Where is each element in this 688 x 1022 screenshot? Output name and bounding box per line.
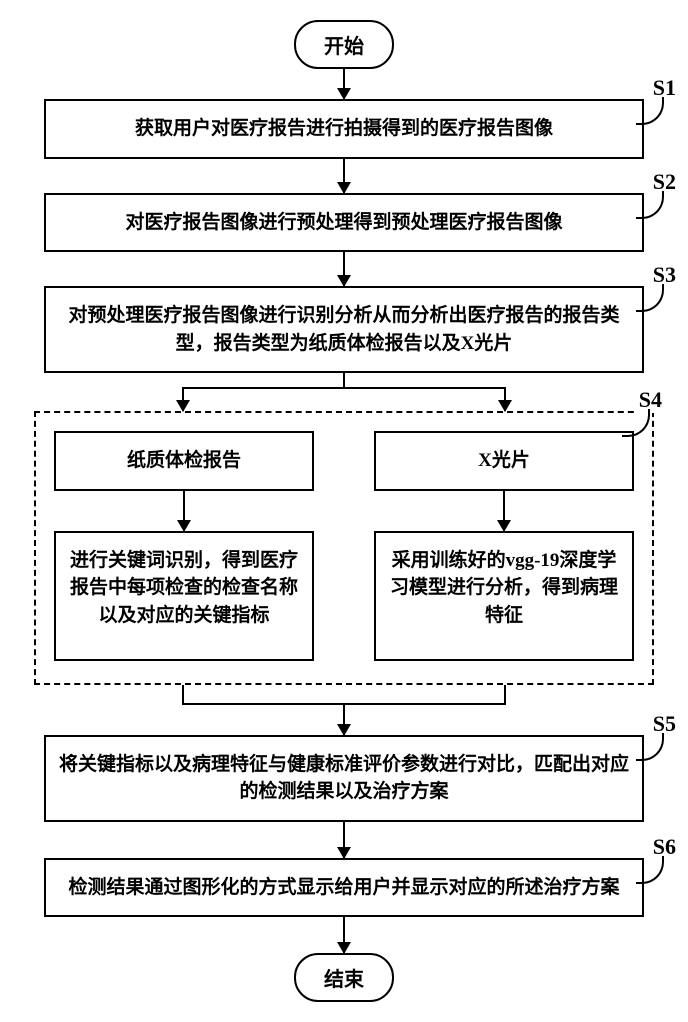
arrow: [182, 387, 184, 411]
arrow: [503, 491, 505, 531]
step-s1: 获取用户对医疗报告进行拍摄得到的医疗报告图像: [44, 99, 644, 159]
step-s3: 对预处理医疗报告图像进行识别分析从而分析出医疗报告的报告类型，报告类型为纸质体检…: [44, 286, 644, 373]
label-curve: [636, 191, 664, 219]
s4-right-body: 采用训练好的vgg-19深度学习模型进行分析，得到病理特征: [374, 531, 634, 661]
connector: [182, 685, 184, 703]
step-s6: 检测结果通过图形化的方式显示给用户并显示对应的所述治疗方案: [44, 858, 644, 918]
arrow: [183, 491, 185, 531]
arrow: [343, 159, 345, 193]
step-s2: 对医疗报告图像进行预处理得到预处理医疗报告图像: [44, 193, 644, 253]
label-curve: [636, 856, 664, 884]
label-curve: [636, 284, 664, 312]
step-s5: 将关键指标以及病理特征与健康标准评价参数进行对比，匹配出对应的检测结果以及治疗方…: [44, 735, 644, 822]
arrow: [343, 69, 345, 99]
s4-right-title: X光片: [374, 431, 634, 491]
start-terminator: 开始: [294, 20, 394, 69]
connector: [343, 373, 345, 387]
end-terminator: 结束: [294, 953, 394, 1002]
label-curve: [636, 733, 664, 761]
s4-left-body: 进行关键词识别，得到医疗报告中每项检查的检查名称以及对应的关键指标: [54, 531, 314, 661]
arrow: [343, 703, 345, 735]
label-curve: [636, 97, 664, 125]
arrow: [343, 917, 345, 953]
connector: [182, 387, 506, 389]
arrow: [343, 822, 345, 858]
arrow: [504, 387, 506, 411]
s4-left-title: 纸质体检报告: [54, 431, 314, 491]
step-s4-container: S4 纸质体检报告 X光片 进行关键词识别，得到医疗报告中每项检查的检查名称以及…: [34, 411, 654, 685]
connector: [504, 685, 506, 703]
label-curve: [622, 409, 650, 437]
arrow: [343, 252, 345, 286]
flowchart-container: 开始 获取用户对医疗报告进行拍摄得到的医疗报告图像 S1 对医疗报告图像进行预处…: [20, 20, 668, 1002]
